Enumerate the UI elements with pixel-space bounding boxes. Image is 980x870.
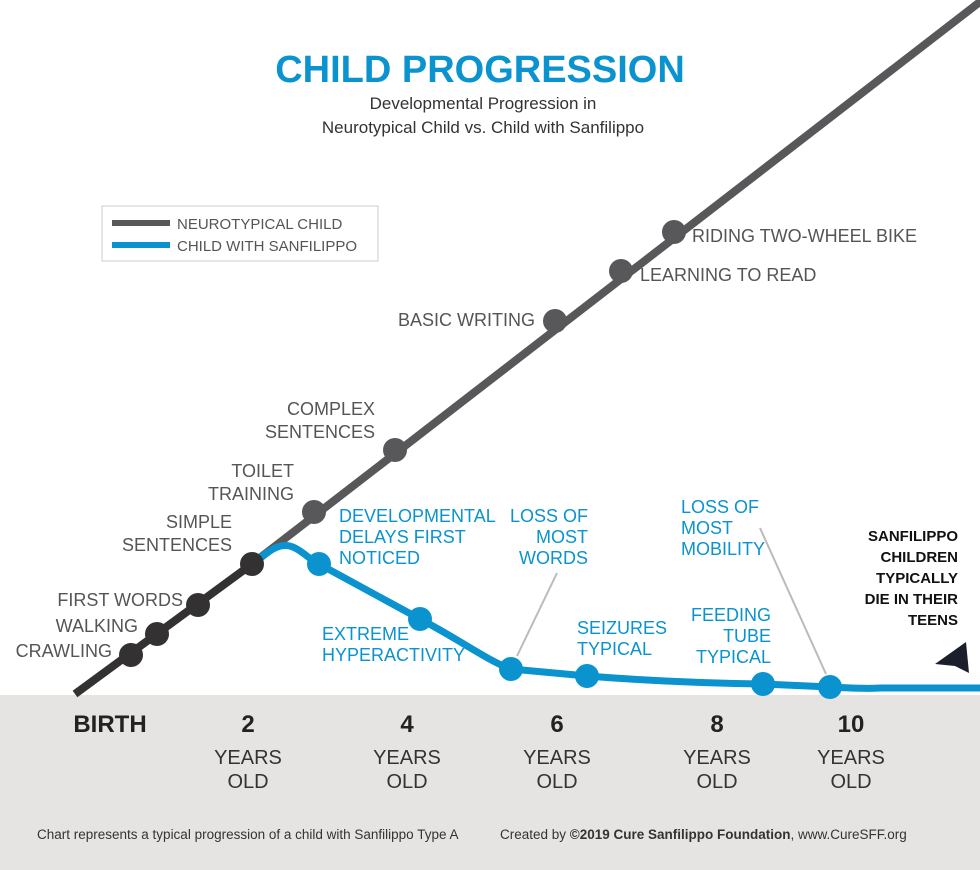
x-tick-sublabel: YEARS OLD [523, 747, 591, 793]
milestone-dot [383, 438, 407, 462]
milestone-dot [408, 607, 432, 631]
timeline-band [0, 695, 980, 870]
leader-line [759, 527, 827, 675]
milestone-label: SEIZURES TYPICAL [577, 618, 667, 659]
chart-subtitle: Developmental Progression in Neurotypical… [322, 94, 644, 137]
milestone-label: LOSS OF MOST WORDS [510, 506, 588, 568]
milestone-dot [575, 664, 599, 688]
credit-prefix: Created by [500, 827, 570, 842]
milestone-dot [186, 593, 210, 617]
x-tick-sublabel: YEARS OLD [817, 747, 885, 793]
milestone-label: FEEDING TUBE TYPICAL [691, 605, 771, 667]
milestone-label: CRAWLING [16, 641, 112, 661]
milestone-dot [240, 552, 264, 576]
milestone-dot [543, 309, 567, 333]
milestone-label: LOSS OF MOST MOBILITY [681, 497, 765, 559]
legend-box [101, 205, 379, 262]
milestone-dot [662, 220, 686, 244]
milestone-dot [499, 657, 523, 681]
footer-note: Chart represents a typical progression o… [37, 827, 459, 842]
milestone-label: COMPLEX SENTENCES [265, 399, 375, 442]
milestone-dot [145, 622, 169, 646]
milestone-label: TOILET TRAINING [208, 461, 294, 504]
milestone-label: EXTREME HYPERACTIVITY [322, 624, 465, 665]
milestone-label: FIRST WORDS [57, 590, 183, 610]
milestone-label: DEVELOPMENTAL DELAYS FIRST NOTICED [339, 506, 496, 568]
milestone-dot [119, 643, 143, 667]
legend-label: NEUROTYPICAL CHILD [177, 216, 342, 233]
teens-annotation: SANFILIPPO CHILDREN TYPICALLY DIE IN THEIR T… [865, 528, 959, 629]
footer-credit: Created by ©2019 Cure Sanfilippo Foundat… [500, 827, 907, 842]
x-tick-label: 8 [710, 711, 723, 738]
x-tick-label: 2 [241, 711, 254, 738]
x-tick-label: 4 [400, 711, 414, 738]
x-tick-label: BIRTH [73, 711, 146, 738]
milestone-label: SIMPLE SENTENCES [122, 512, 232, 555]
milestone-dot [751, 672, 775, 696]
leader-line [516, 572, 558, 657]
x-tick-label: 6 [550, 711, 563, 738]
milestone-label: RIDING TWO-WHEEL BIKE [692, 226, 917, 246]
chart-title: CHILD PROGRESSION [275, 49, 685, 91]
milestone-dot [609, 259, 633, 283]
milestone-dot [307, 552, 331, 576]
copyright: ©2019 Cure Sanfilippo Foundation [569, 827, 791, 842]
milestone-label: BASIC WRITING [398, 310, 535, 330]
milestone-label: WALKING [56, 616, 138, 636]
milestone-label: LEARNING TO READ [640, 265, 816, 285]
milestone-dot [818, 675, 842, 699]
milestone-dot [302, 500, 326, 524]
x-tick-label: 10 [838, 711, 865, 738]
website: , www.CureSFF.org [790, 827, 907, 842]
arrow-icon [935, 642, 969, 673]
legend-label: CHILD WITH SANFILIPPO [177, 238, 357, 255]
x-tick-sublabel: YEARS OLD [373, 747, 441, 793]
x-tick-sublabel: YEARS OLD [683, 747, 751, 793]
x-tick-sublabel: YEARS OLD [214, 747, 282, 793]
